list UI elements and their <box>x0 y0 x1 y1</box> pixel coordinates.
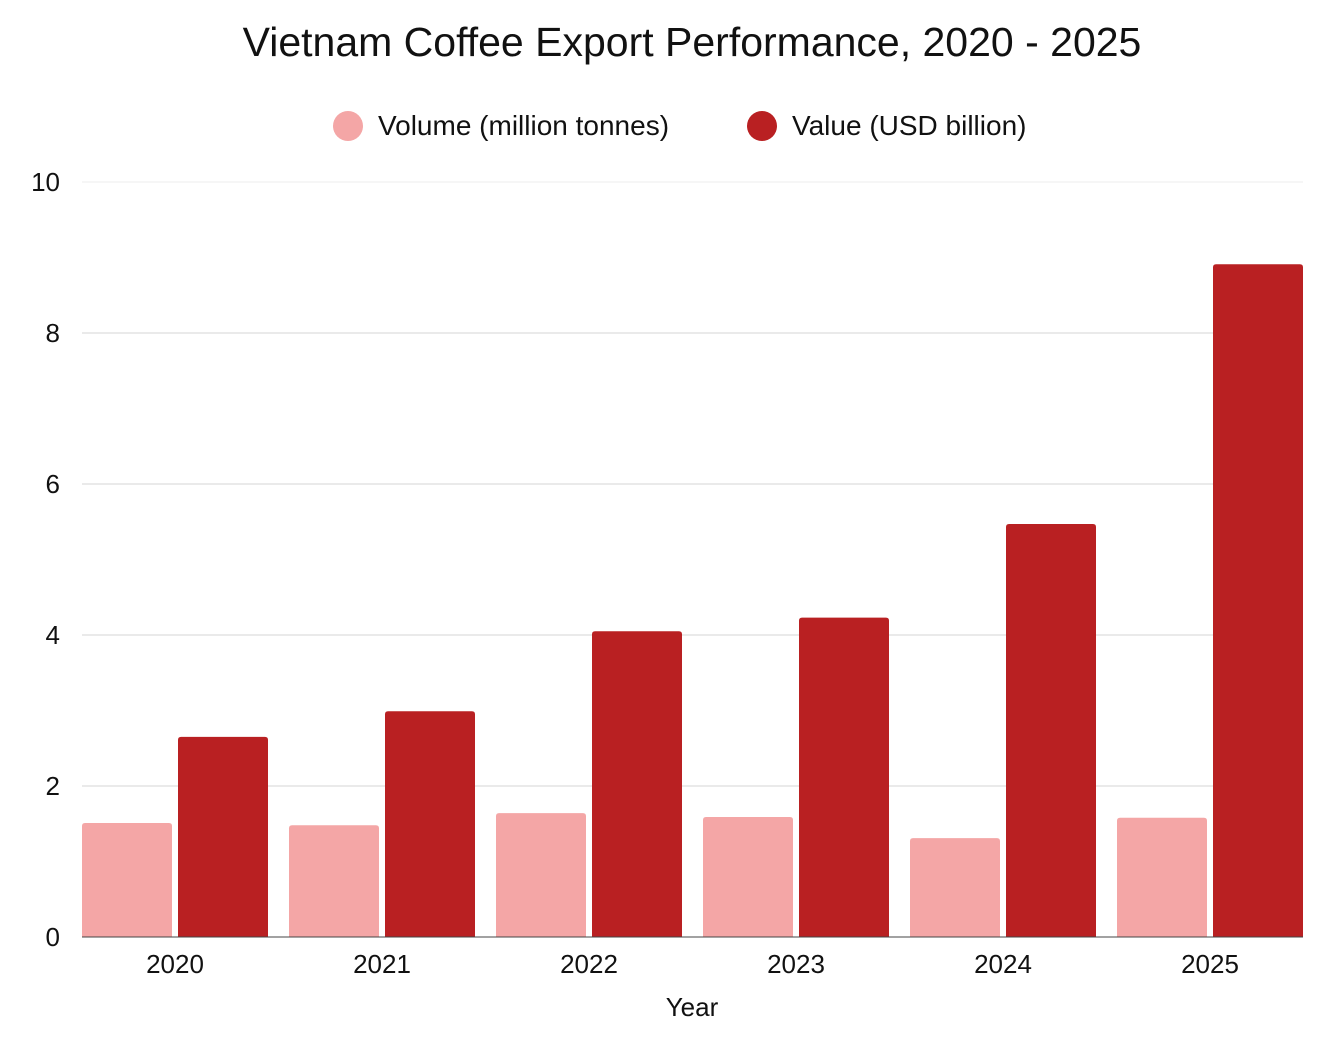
y-tick-label: 2 <box>46 771 60 801</box>
bar-value-2024 <box>1006 524 1096 937</box>
y-tick-label: 8 <box>46 318 60 348</box>
bar-volume-2021 <box>289 825 379 937</box>
x-tick-label: 2024 <box>974 949 1032 979</box>
legend-marker-value <box>747 111 777 141</box>
bar-volume-2025 <box>1117 817 1207 937</box>
y-tick-label: 10 <box>31 167 60 197</box>
legend: Volume (million tonnes) Value (USD billi… <box>333 110 1026 141</box>
x-tick-label: 2020 <box>146 949 204 979</box>
bar-value-2021 <box>385 711 475 937</box>
legend-marker-volume <box>333 111 363 141</box>
y-tick-label: 6 <box>46 469 60 499</box>
legend-label-value: Value (USD billion) <box>792 110 1026 141</box>
y-tick-label: 0 <box>46 922 60 952</box>
bar-value-2023 <box>799 617 889 937</box>
bar-value-2022 <box>592 631 682 937</box>
x-axis-label: Year <box>666 992 719 1022</box>
x-tick-label: 2025 <box>1181 949 1239 979</box>
bar-volume-2024 <box>910 838 1000 937</box>
bar-volume-2022 <box>496 813 586 937</box>
x-tick-label: 2022 <box>560 949 618 979</box>
bar-volume-2023 <box>703 816 793 937</box>
x-tick-label: 2023 <box>767 949 825 979</box>
y-tick-label: 4 <box>46 620 60 650</box>
bar-value-2025 <box>1213 264 1303 937</box>
bar-volume-2020 <box>82 822 172 937</box>
legend-label-volume: Volume (million tonnes) <box>378 110 669 141</box>
x-tick-label: 2021 <box>353 949 411 979</box>
chart-title: Vietnam Coffee Export Performance, 2020 … <box>243 19 1142 65</box>
bar-value-2020 <box>178 736 268 937</box>
